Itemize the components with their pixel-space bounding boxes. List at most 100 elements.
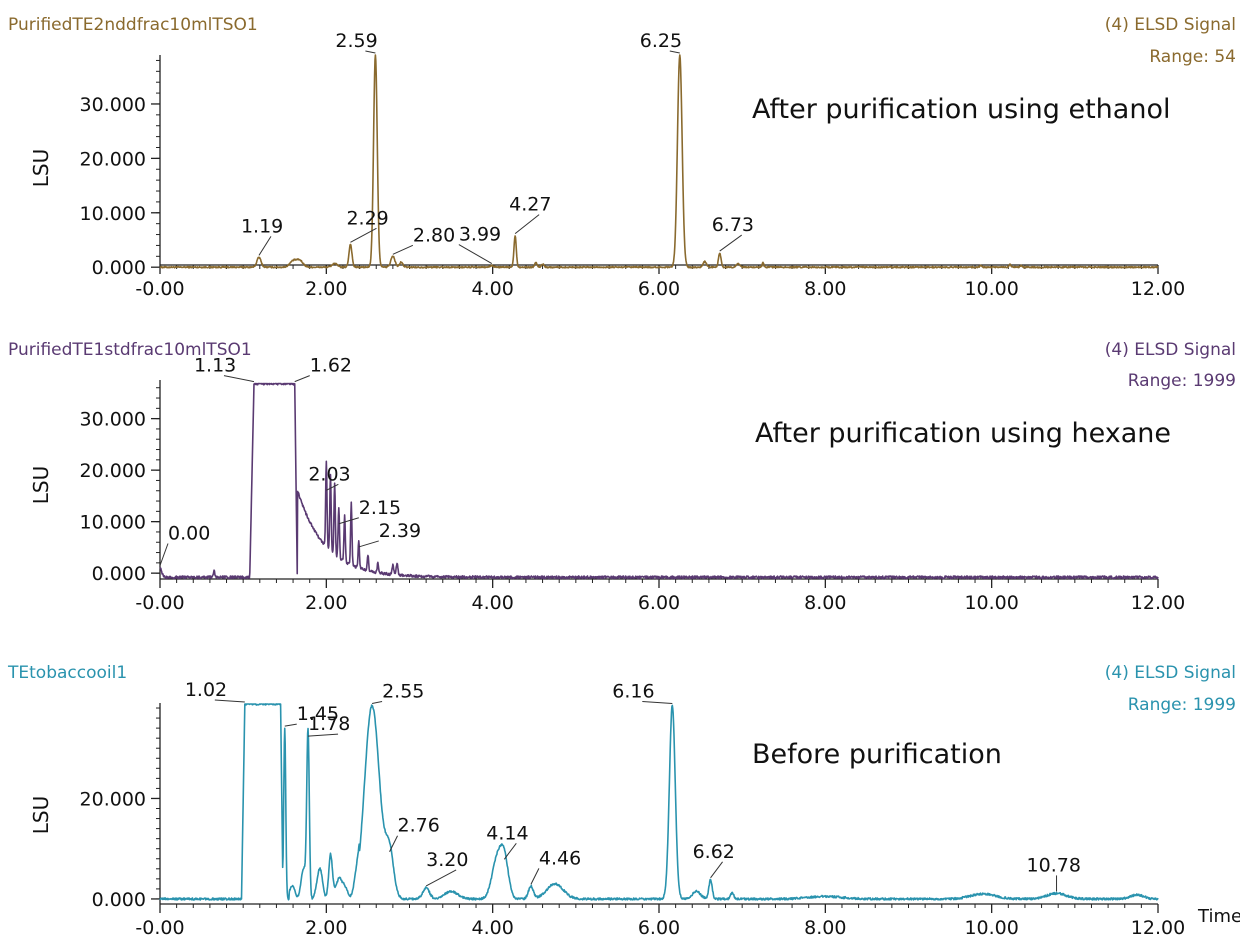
panel-annotation: After purification using hexane	[755, 418, 1171, 449]
peak-leader	[294, 375, 310, 383]
x-tick-label: 4.00	[472, 592, 514, 614]
x-tick-label: -0.00	[135, 917, 184, 939]
panel-annotation: After purification using ethanol	[752, 94, 1170, 125]
x-tick-label: 10.00	[964, 592, 1018, 614]
x-tick-label: 6.00	[638, 592, 680, 614]
x-tick-label: 4.00	[472, 917, 514, 939]
peak-leader	[350, 227, 377, 243]
y-tick-label: 0.000	[92, 257, 146, 279]
x-tick-label: 8.00	[804, 592, 846, 614]
peak-label: 2.15	[359, 497, 401, 519]
x-tick-label: 12.00	[1131, 278, 1185, 300]
peak-leader	[710, 861, 723, 879]
peak-leader	[308, 733, 339, 737]
peak-labels: 1.02 1.451.78 2.55 2.76 3.20 4.14 4.46 6.16 6.62…	[185, 679, 1081, 892]
signal-trace	[159, 54, 1159, 269]
signal-label: (4) ELSD Signal	[1105, 15, 1236, 35]
peak-label: 1.13	[194, 355, 236, 377]
peak-leader	[358, 540, 379, 548]
x-tick-label: 8.00	[804, 917, 846, 939]
signal-trace	[159, 703, 1159, 901]
x-tick-label: 4.00	[472, 278, 514, 300]
axes: 0.000 20.000 -0.00 2.00 4.00 6.00 8.00 10.00 12.…	[80, 703, 1185, 939]
peak-leader	[214, 699, 245, 703]
peak-leader	[223, 375, 255, 383]
peak-leader	[392, 244, 414, 255]
peak-label: 2.80	[413, 224, 455, 246]
peak-leader	[669, 50, 680, 54]
peak-leader	[389, 835, 398, 852]
peak-leader	[719, 234, 743, 252]
sample-name: TEtobaccooil1	[7, 663, 127, 683]
y-tick-label: 30.000	[80, 409, 146, 431]
peak-leader	[159, 543, 169, 566]
peak-label: 2.29	[346, 207, 388, 229]
x-tick-label: 2.00	[305, 917, 347, 939]
y-axis-label: LSU	[29, 149, 53, 187]
peak-leader	[642, 701, 673, 705]
trace	[159, 382, 1159, 580]
y-tick-label: 0.000	[92, 889, 146, 911]
peak-label: 4.14	[486, 822, 528, 844]
peak-label: 4.27	[509, 194, 551, 216]
peak-leader	[284, 723, 297, 727]
x-tick-label: 6.00	[638, 917, 680, 939]
peak-label: 1.02	[185, 679, 227, 701]
range-label: Range: 1999	[1128, 371, 1236, 391]
x-tick-label: 2.00	[305, 592, 347, 614]
y-axis-label: LSU	[29, 466, 53, 504]
peak-leader	[458, 244, 493, 264]
peak-leader	[503, 842, 517, 860]
y-tick-label: 20.000	[80, 148, 146, 170]
signal-trace	[159, 382, 1159, 580]
peak-label: 2.55	[382, 681, 424, 703]
x-tick-label: 12.00	[1131, 917, 1185, 939]
peak-label: 4.46	[539, 847, 581, 869]
peak-label: 6.73	[712, 214, 754, 236]
axes: 0.000 10.000 20.000 30.000 -0.00 2.00 4.00 6.00…	[80, 55, 1185, 300]
y-tick-label: 20.000	[80, 460, 146, 482]
peak-label: 1.78	[308, 713, 350, 735]
range-label: Range: 1999	[1128, 695, 1236, 715]
x-tick-label: 8.00	[804, 278, 846, 300]
peak-label: 1.45	[297, 703, 339, 725]
peak-label: 3.99	[459, 224, 501, 246]
y-tick-label: 30.000	[80, 94, 146, 116]
peak-label: 2.39	[379, 520, 421, 542]
y-tick-label: 20.000	[80, 788, 146, 810]
peak-leader	[530, 868, 540, 885]
x-tick-label: 6.00	[638, 278, 680, 300]
panel-before: TEtobaccooil1 (4) ELSD Signal Range: 199…	[7, 663, 1240, 939]
y-tick-label: 10.000	[80, 203, 146, 225]
peak-label: 3.20	[426, 849, 468, 871]
panel-ethanol: PurifiedTE2nddfrac10mlTSO1 (4) ELSD Sign…	[8, 15, 1236, 300]
x-tick-label: 10.00	[964, 917, 1018, 939]
sample-name: PurifiedTE1stdfrac10mlTSO1	[8, 340, 252, 360]
peak-leader	[425, 869, 457, 887]
peak-leader	[258, 236, 272, 256]
signal-label: (4) ELSD Signal	[1105, 663, 1236, 683]
peak-leader	[326, 483, 339, 491]
x-axis-label: Time	[1197, 906, 1240, 927]
x-tick-label: -0.00	[135, 592, 184, 614]
y-tick-label: 0.000	[92, 563, 146, 585]
trace	[159, 54, 1159, 269]
x-tick-label: -0.00	[135, 278, 184, 300]
peak-label: 6.25	[640, 30, 682, 52]
peak-label: 2.03	[308, 463, 350, 485]
panel-annotation: Before purification	[752, 739, 1002, 770]
peak-label: 1.62	[310, 355, 352, 377]
range-label: Range: 54	[1149, 47, 1236, 67]
peak-leader	[338, 517, 359, 525]
y-tick-label: 10.000	[80, 512, 146, 534]
sample-name: PurifiedTE2nddfrac10mlTSO1	[8, 15, 258, 35]
signal-label: (4) ELSD Signal	[1105, 340, 1236, 360]
peak-label: 10.78	[1027, 854, 1081, 876]
peak-label: 6.16	[612, 681, 654, 703]
peak-leader	[371, 701, 383, 705]
peak-label: 2.76	[398, 815, 440, 837]
peak-leader	[365, 50, 376, 54]
peak-label: 0.00	[168, 522, 210, 544]
